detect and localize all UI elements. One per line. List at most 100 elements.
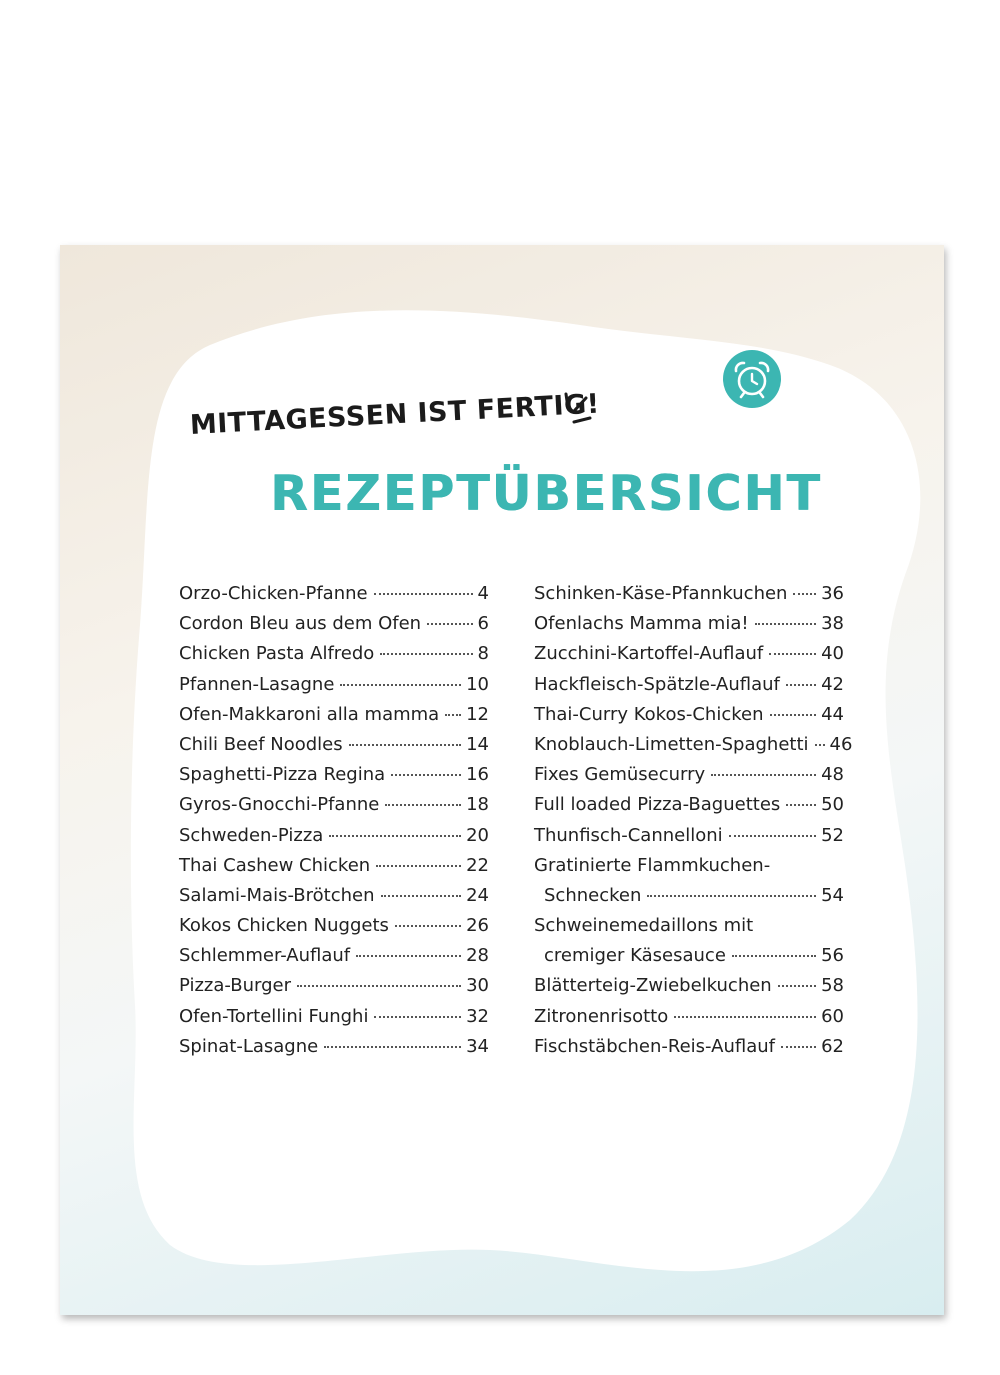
toc-leader-dots [769,713,817,716]
toc-entry-page: 14 [466,733,489,755]
toc-entry-first-line[interactable]: Schweinemedaillons mit [534,911,844,941]
toc-leader-dots [754,623,817,626]
toc-entry-first-line[interactable]: Gratinierte Flammkuchen- [534,851,844,881]
toc-entry[interactable]: Zucchini-Kartoffel-Auflauf 40 [534,639,844,669]
toc-entry[interactable]: Spaghetti-Pizza Regina 16 [179,760,489,790]
toc-entry-title: Hackfleisch-Spätzle-Auflauf [534,673,780,695]
toc-leader-dots [781,1045,817,1048]
toc-entry-title: Full loaded Pizza-Baguettes [534,794,781,816]
toc-entry[interactable]: Salami-Mais-Brötchen 24 [179,881,489,911]
toc-entry[interactable]: Thai Cashew Chicken 22 [179,851,489,881]
toc-leader-dots [674,1015,817,1018]
toc-leader-dots [427,623,473,626]
toc-leader-dots [380,894,462,897]
toc-entry-continuation[interactable]: cremiger Käsesauce 56 [534,941,844,971]
toc-leader-dots [769,653,817,656]
toc-entry[interactable]: Schweden-Pizza 20 [179,821,489,851]
toc-entry[interactable]: Zitronenrisotto 60 [534,1002,844,1032]
toc-entry-title: Zitronenrisotto [534,1005,669,1027]
toc-entry[interactable]: Ofen-Tortellini Funghi 32 [179,1002,489,1032]
toc-leader-dots [376,864,462,867]
toc-entry[interactable]: Pfannen-Lasagne 10 [179,670,489,700]
toc-entry[interactable]: Thunfisch-Cannelloni 52 [534,821,844,851]
toc-leader-dots [647,894,817,897]
toc-entry-title: Chili Beef Noodles [179,733,343,755]
toc-entry-page: 22 [466,854,489,876]
toc-entry-page: 6 [477,613,489,635]
toc-entry-page: 34 [466,1035,489,1057]
toc-entry[interactable]: Blätterteig-Zwiebelkuchen 58 [534,971,844,1001]
toc-entry[interactable]: Pizza-Burger 30 [179,971,489,1001]
toc-entry[interactable]: Chicken Pasta Alfredo 8 [179,639,489,669]
toc-entry-title: Schweinemedaillons mit [534,915,754,937]
toc-entry-title: Kokos Chicken Nuggets [179,915,389,937]
toc-entry[interactable]: Cordon Bleu aus dem Ofen 6 [179,609,489,639]
toc-leader-dots [329,834,462,837]
toc-leader-dots [786,804,817,807]
exclamation-lines-icon [564,392,592,424]
toc-entry[interactable]: Knoblauch-Limetten-Spaghetti 46 [534,730,852,760]
toc-entry-title: Schlemmer-Auflauf [179,945,351,967]
toc-leader-dots [793,593,817,595]
toc-leader-dots [394,925,462,928]
toc-entry-title: Pizza-Burger [179,975,291,997]
toc-leader-dots [340,683,462,686]
page-title: REZEPTÜBERSICHT [270,465,822,522]
toc-entry[interactable]: Thai-Curry Kokos-Chicken 44 [534,700,844,730]
toc-entry-page: 28 [466,945,489,967]
toc-entry[interactable]: Spinat-Lasagne 34 [179,1032,489,1062]
toc-entry-title: Gratinierte Flammkuchen- [534,854,771,876]
toc-column-left: Orzo-Chicken-Pfanne 4 Cordon Bleu aus dem… [179,579,489,1062]
toc-entry[interactable]: Ofenlachs Mamma mia! 38 [534,609,844,639]
toc-entry-title: Zucchini-Kartoffel-Auflauf [534,643,764,665]
toc-entry[interactable]: Schinken-Käse-Pfannkuchen 36 [534,579,844,609]
toc-entry-title: Fischstäbchen-Reis-Auflauf [534,1035,775,1057]
toc-entry-continuation[interactable]: Schnecken 54 [534,881,844,911]
toc-entry[interactable]: Fixes Gemüsecurry 48 [534,760,844,790]
toc-entry-page: 24 [466,884,489,906]
toc-entry[interactable]: Orzo-Chicken-Pfanne 4 [179,579,489,609]
toc-entry-title: Orzo-Chicken-Pfanne [179,583,368,604]
toc-leader-dots [296,985,462,988]
toc-entry-page: 16 [466,764,489,786]
toc-entry-page: 44 [821,703,844,725]
toc-entry-title: Chicken Pasta Alfredo [179,643,375,665]
toc-entry-page: 26 [466,915,489,937]
toc-entry-page: 40 [821,643,844,665]
toc-entry-title: Schnecken [544,884,642,906]
toc-entry[interactable]: Ofen-Makkaroni alla mamma 12 [179,700,489,730]
toc-entry[interactable]: Hackfleisch-Spätzle-Auflauf 42 [534,670,844,700]
toc-leader-dots [814,743,825,746]
alarm-clock-icon [723,350,781,408]
toc-leader-dots [731,955,817,958]
toc-leader-dots [374,1015,462,1018]
toc-leader-dots [373,593,473,595]
toc-entry-page: 10 [466,673,489,695]
toc-leader-dots [391,774,462,777]
toc-entry-title: Fixes Gemüsecurry [534,764,706,786]
toc-entry[interactable]: Full loaded Pizza-Baguettes 50 [534,790,844,820]
toc-entry-page: 62 [821,1035,844,1057]
toc-entry-title: Cordon Bleu aus dem Ofen [179,613,422,635]
toc-entry-title: Pfannen-Lasagne [179,673,335,695]
toc-entry[interactable]: Schlemmer-Auflauf 28 [179,941,489,971]
background-blob [130,310,921,1272]
toc-entry-page: 30 [466,975,489,997]
toc-entry-title: Ofen-Tortellini Funghi [179,1005,369,1027]
toc-entry-title: Ofen-Makkaroni alla mamma [179,703,440,725]
toc-entry-title: Knoblauch-Limetten-Spaghetti [534,733,809,755]
toc-entry-page: 36 [821,583,844,604]
toc-entry[interactable]: Fischstäbchen-Reis-Auflauf 62 [534,1032,844,1062]
toc-entry-page: 50 [821,794,844,816]
book-page: MITTAGESSEN IST FERTIG! REZEPTÜBERSICHT … [60,245,944,1315]
toc-entry-page: 8 [477,643,489,665]
toc-entry-title: Salami-Mais-Brötchen [179,884,375,906]
toc-entry-title: Spaghetti-Pizza Regina [179,764,386,786]
toc-entry-page: 4 [477,583,489,604]
toc-leader-dots [445,713,462,716]
toc-entry[interactable]: Gyros-Gnocchi-Pfanne 18 [179,790,489,820]
toc-entry[interactable]: Kokos Chicken Nuggets 26 [179,911,489,941]
toc-entry-page: 52 [821,824,844,846]
toc-entry[interactable]: Chili Beef Noodles 14 [179,730,489,760]
toc-entry-page: 38 [821,613,844,635]
